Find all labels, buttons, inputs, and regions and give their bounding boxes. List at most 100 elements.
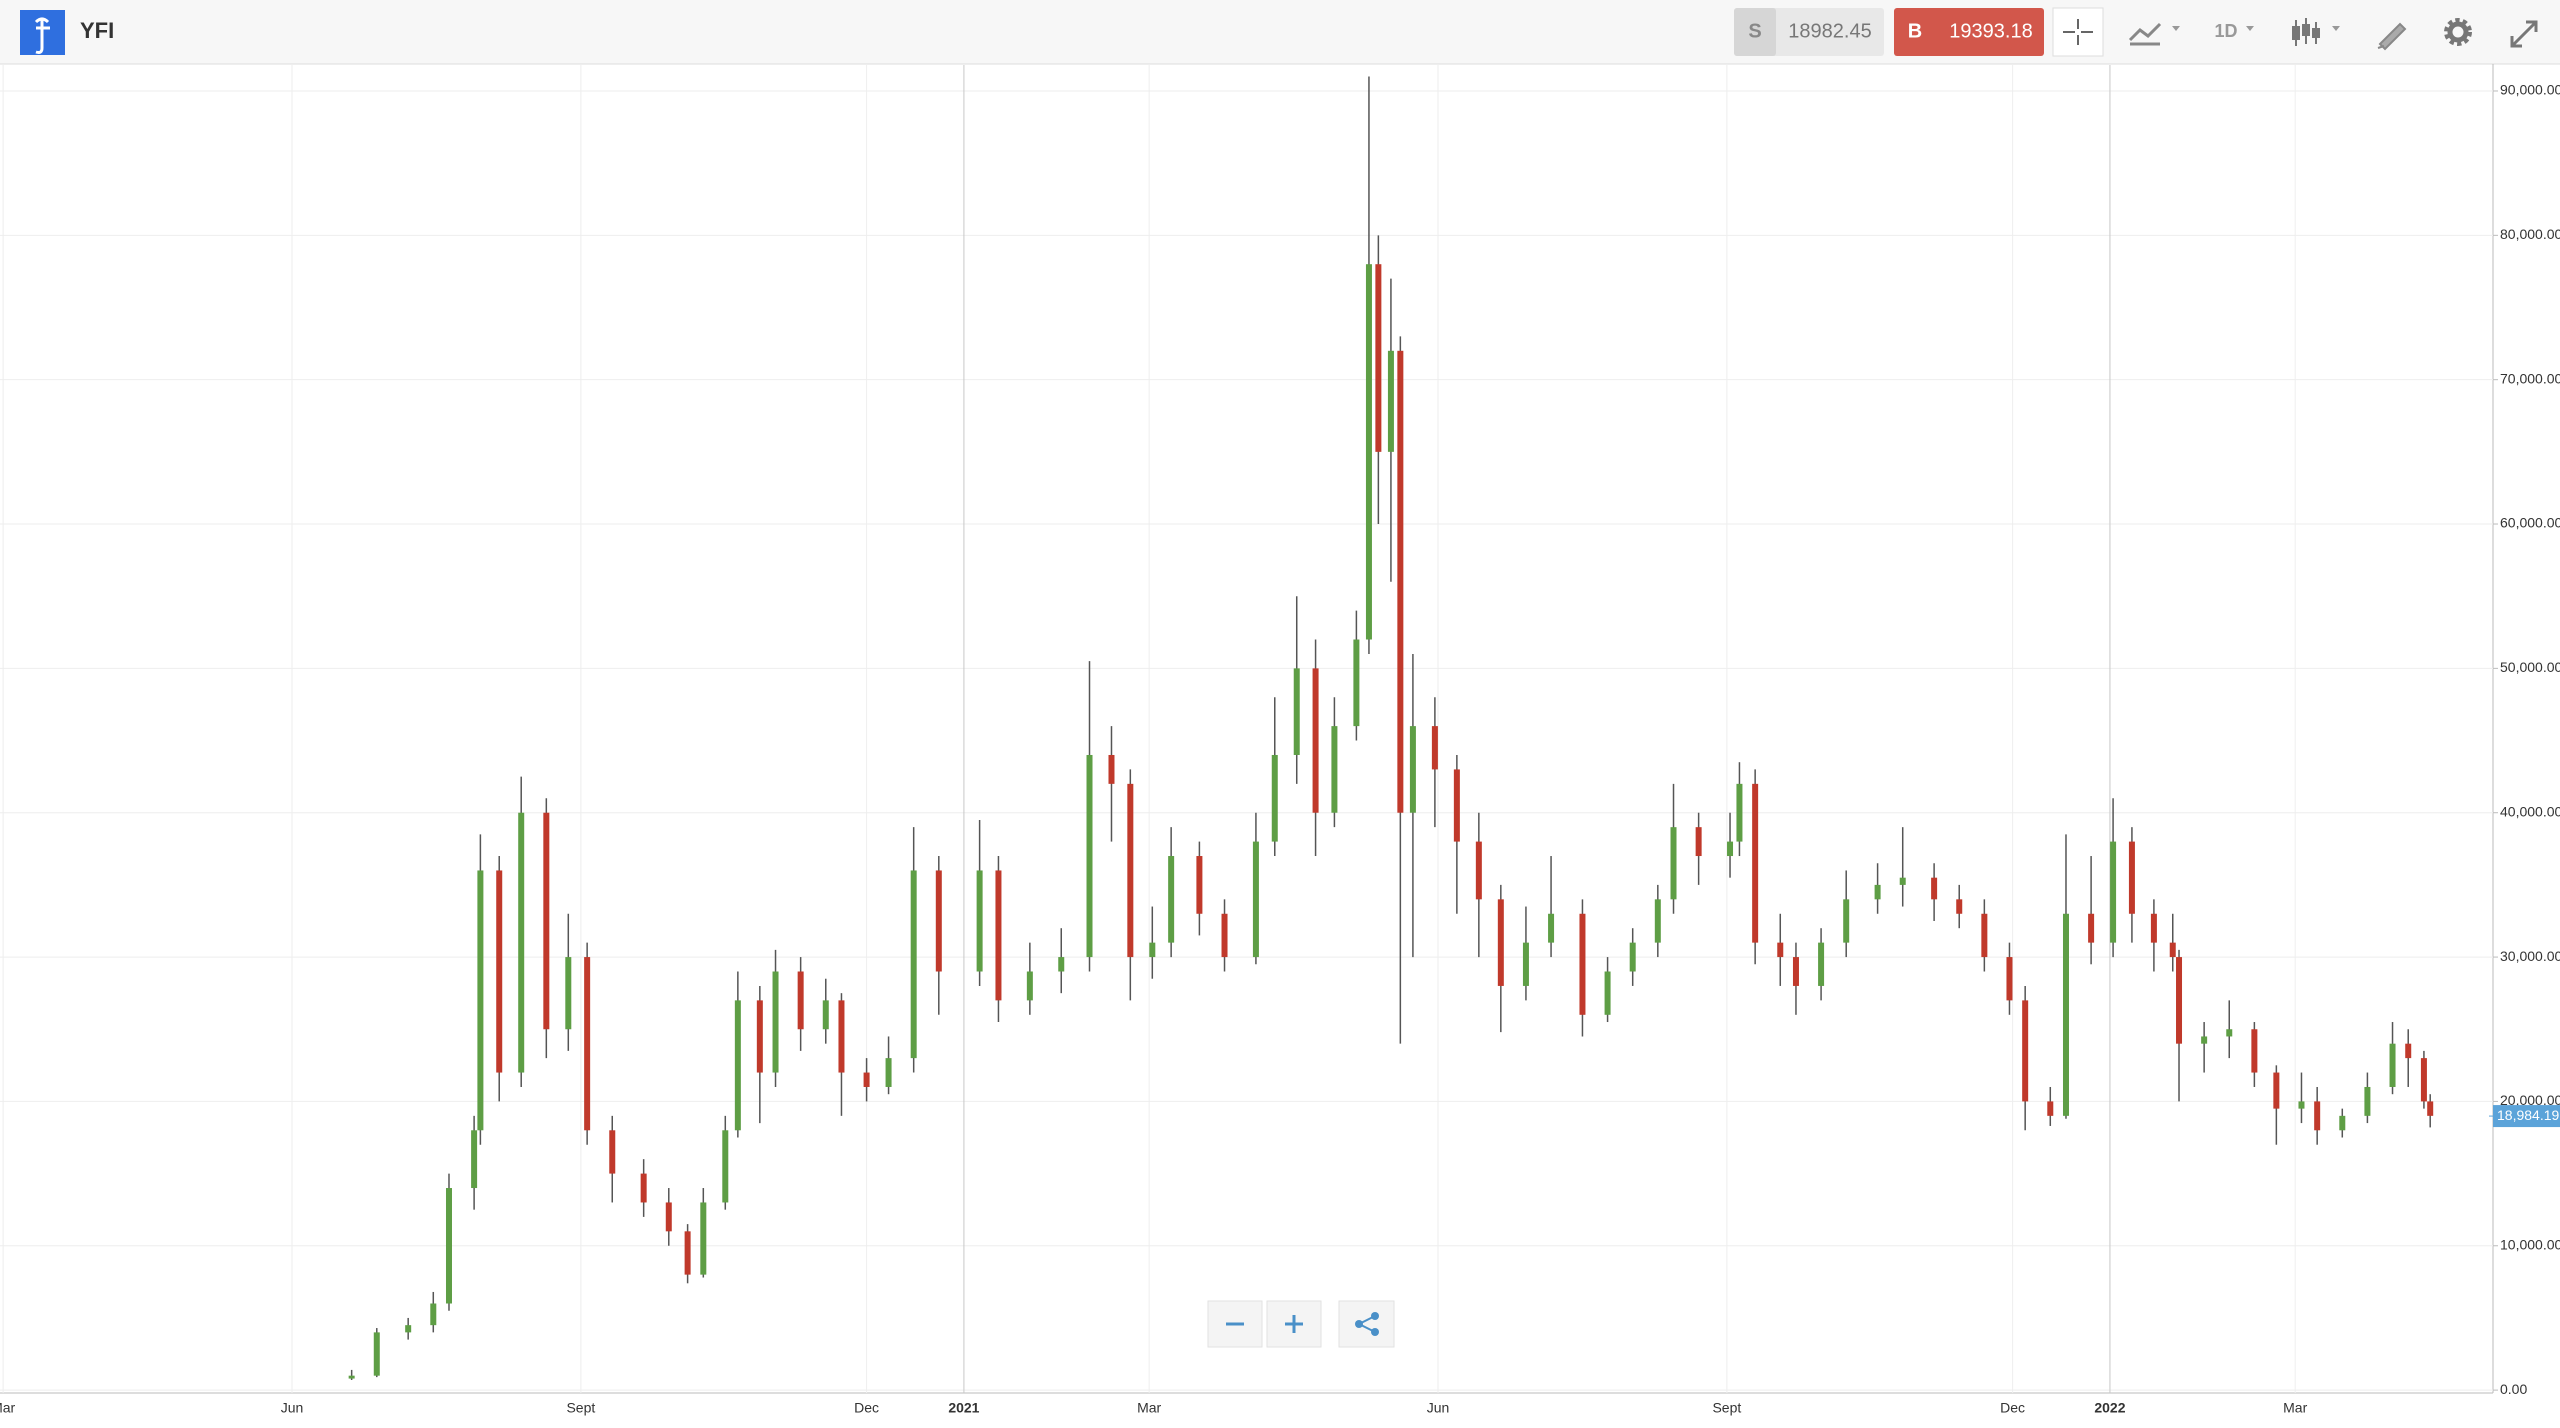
symbol: YFI: [80, 18, 114, 43]
x-tick-label: Sept: [1712, 1400, 1741, 1416]
candle-body: [640, 1173, 647, 1203]
gear-teeth: [2444, 18, 2472, 46]
candle-body: [722, 1130, 729, 1203]
candle-body: [2062, 913, 2069, 1116]
chart-type-button[interactable]: [2128, 22, 2180, 46]
candle-body: [1604, 971, 1611, 1015]
candle-body: [471, 1130, 478, 1189]
candle-body: [584, 957, 591, 1131]
candle-body: [518, 812, 525, 1073]
candle-body: [734, 1000, 741, 1131]
candle-body: [2226, 1029, 2233, 1037]
fullscreen-button[interactable]: [2510, 20, 2538, 48]
candle-body: [1312, 668, 1319, 813]
button-bg: [1338, 1300, 1395, 1348]
candle-body: [1252, 841, 1259, 958]
candle-body: [1453, 769, 1460, 842]
y-tick-label: 90,000.00: [2500, 82, 2560, 98]
candle-icon: [2312, 28, 2320, 38]
candle-body: [2339, 1115, 2346, 1131]
candle-body: [863, 1072, 870, 1087]
x-tick-label: Dec: [2000, 1400, 2025, 1416]
zoom-in[interactable]: [1266, 1300, 1322, 1348]
share-dot: [1355, 1320, 1363, 1328]
candle-body: [2427, 1101, 2434, 1116]
candle-body: [2420, 1058, 2427, 1102]
candle-body: [1654, 899, 1661, 943]
candle-body: [2201, 1036, 2208, 1044]
candle-body: [2298, 1101, 2305, 1109]
zoom-controls: [1207, 1300, 1395, 1348]
candle-body: [1058, 957, 1065, 972]
candle-style-button[interactable]: [2292, 18, 2340, 46]
candle-body: [995, 870, 1002, 1001]
candle-body: [935, 870, 942, 972]
candle-body: [496, 870, 503, 1073]
candle-body: [2047, 1101, 2054, 1116]
candle-body: [2169, 942, 2176, 958]
draw-button[interactable]: [2377, 22, 2407, 51]
y-tick-label: 0.00: [2500, 1381, 2527, 1397]
interval: 1D: [2214, 21, 2237, 41]
candle-body: [1874, 884, 1881, 900]
candle-body: [1752, 783, 1759, 943]
candle-body: [1777, 942, 1784, 958]
buy-button[interactable]: B 19393.18: [1894, 8, 2044, 56]
buy-price: 19393.18: [1949, 20, 2032, 42]
candle-body: [1629, 942, 1636, 972]
candle-body: [1981, 913, 1988, 958]
candle-body: [1127, 783, 1134, 958]
candle-body: [797, 971, 804, 1030]
candle-body: [976, 870, 983, 972]
zoom-out[interactable]: [1207, 1300, 1263, 1348]
expand-icon: [2510, 20, 2538, 48]
candle-body: [700, 1202, 707, 1275]
y-tick-label: 20,000.00: [2500, 1092, 2560, 1108]
sell-button[interactable]: S 18982.45: [1734, 8, 1884, 56]
candle-body: [1221, 913, 1228, 958]
candle-body: [2176, 957, 2183, 1044]
crosshair-button[interactable]: [2052, 7, 2104, 57]
candle-body: [2088, 913, 2095, 943]
candle-body: [1168, 856, 1175, 943]
last-price-label: 18,984.19: [2497, 1107, 2559, 1123]
y-tick-label: 10,000.00: [2500, 1236, 2560, 1252]
x-tick-label: Dec: [854, 1400, 879, 1416]
candle-body: [2389, 1043, 2396, 1087]
sell-price: 18982.45: [1788, 20, 1871, 42]
x-tick-label: 2021: [948, 1400, 979, 1416]
candle-body: [772, 971, 779, 1073]
y-tick-label: 50,000.00: [2500, 659, 2560, 675]
candle-body: [1931, 877, 1938, 900]
candle-body: [822, 1000, 829, 1030]
settings-button[interactable]: [2444, 18, 2472, 46]
candle-body: [2150, 913, 2157, 943]
candle-body: [1736, 783, 1743, 842]
x-tick-label: Mar: [1137, 1400, 1161, 1416]
candle-body: [1365, 264, 1372, 640]
candle-body: [1387, 350, 1394, 452]
candle-body: [2314, 1101, 2321, 1131]
candle-body: [1548, 913, 1555, 943]
candle-body: [1695, 827, 1702, 857]
x-tick-label: Jun: [1427, 1400, 1450, 1416]
plot: 0.00 10,000.00 20,000.00 30,000.00 40,000.00…: [0, 65, 2560, 1416]
plus-icon: [1285, 1315, 1303, 1333]
candle-body: [1293, 668, 1300, 755]
candle-body: [2364, 1086, 2371, 1116]
share[interactable]: [1338, 1300, 1395, 1348]
candle-body: [609, 1130, 616, 1174]
buy-bg: [1894, 8, 2044, 56]
x-tick-label: Mar: [2283, 1400, 2307, 1416]
candle-body: [373, 1332, 380, 1376]
y-tick-label: 60,000.00: [2500, 515, 2560, 531]
interval-button[interactable]: 1D: [2214, 21, 2254, 41]
logo[interactable]: [20, 10, 65, 55]
candle-body: [430, 1303, 437, 1326]
last-price-tag: [2493, 1105, 2560, 1128]
y-tick-label: 30,000.00: [2500, 948, 2560, 964]
candle-body: [477, 870, 484, 1131]
sell-label: S: [1748, 20, 1761, 42]
